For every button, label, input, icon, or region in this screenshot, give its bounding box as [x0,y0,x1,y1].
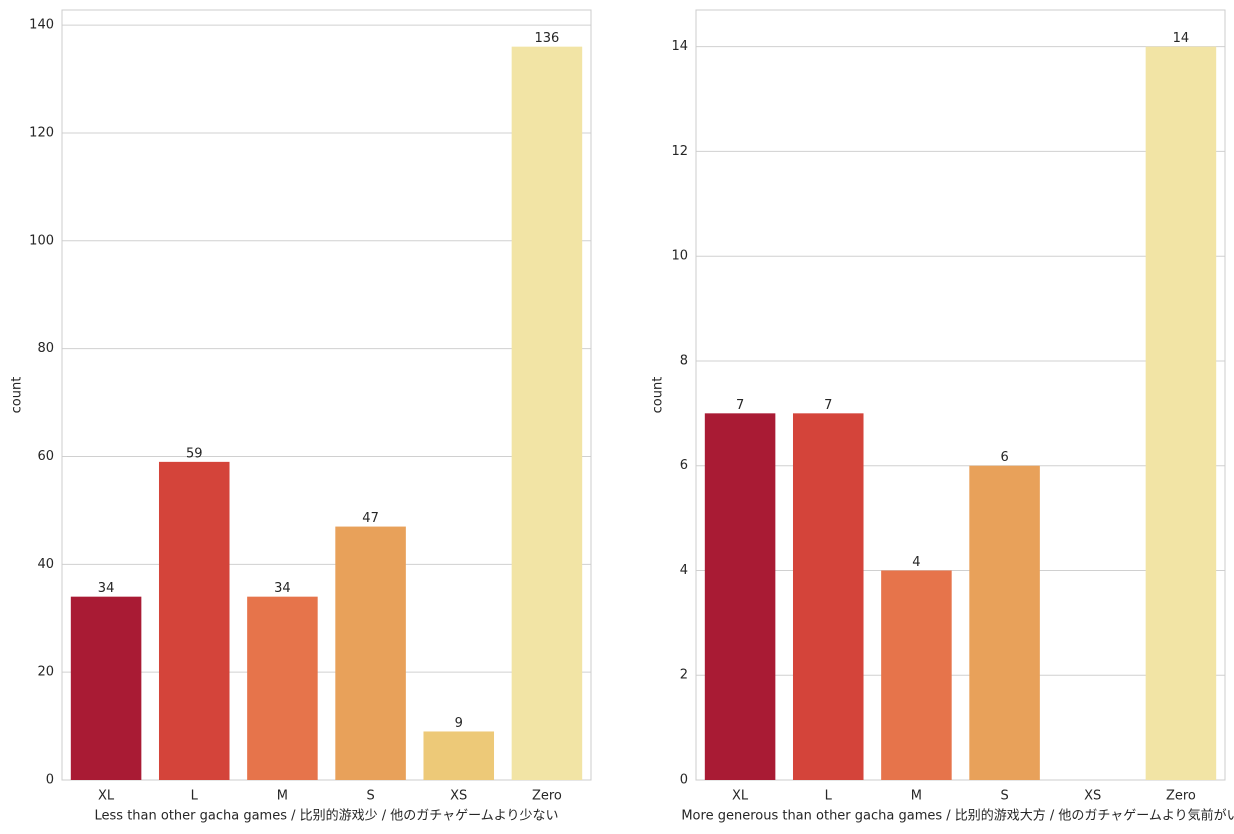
x-tick-label: L [825,789,833,804]
y-tick-label: 10 [671,249,688,264]
value-label: 14 [1173,31,1190,46]
x-tick-label: M [277,789,288,804]
x-tick-label: Zero [1166,789,1196,804]
x-tick-label: M [911,789,922,804]
y-tick-label: 14 [671,39,688,54]
x-tick-label: S [366,789,374,804]
bar [247,596,318,780]
x-tick-label: XS [450,789,467,804]
x-axis-label: More generous than other gacha games / 比… [681,808,1234,824]
value-label: 136 [535,31,560,46]
bar [881,570,952,780]
y-tick-label: 4 [680,563,688,578]
value-label: 7 [824,398,832,413]
value-label: 4 [912,555,920,570]
value-label: 47 [362,511,379,526]
y-tick-label: 60 [37,449,54,464]
value-label: 34 [274,581,291,596]
bar [70,596,142,780]
y-tick-label: 20 [37,665,54,680]
bar [704,413,776,780]
bar [158,461,230,780]
value-label: 9 [455,716,463,731]
value-label: 6 [1000,450,1008,465]
y-axis-label: count [10,377,25,414]
x-tick-label: L [191,789,199,804]
x-tick-label: Zero [532,789,562,804]
y-tick-label: 12 [671,144,688,159]
y-tick-label: 8 [680,353,688,368]
y-tick-label: 0 [46,773,54,788]
value-label: 7 [736,398,744,413]
y-axis-label: count [651,377,666,414]
bar [511,46,583,780]
bar [423,731,495,780]
y-tick-label: 6 [680,458,688,473]
x-tick-label: S [1000,789,1008,804]
x-axis-label: Less than other gacha games / 比别的游戏少 / 他… [95,808,559,824]
y-tick-label: 100 [29,233,54,248]
value-label: 34 [98,581,115,596]
bar [792,413,864,780]
y-tick-label: 120 [29,125,54,140]
x-tick-label: XL [732,789,749,804]
x-tick-label: XS [1084,789,1101,804]
value-label: 59 [186,446,203,461]
y-tick-label: 40 [37,557,54,572]
y-tick-label: 2 [680,668,688,683]
y-tick-label: 0 [680,773,688,788]
bar [969,465,1040,780]
x-tick-label: XL [98,789,115,804]
y-tick-label: 140 [29,18,54,33]
plot-frame [695,9,1226,781]
plot-frame [61,9,592,781]
bar [335,526,406,780]
bar [1145,46,1217,780]
y-tick-label: 80 [37,341,54,356]
